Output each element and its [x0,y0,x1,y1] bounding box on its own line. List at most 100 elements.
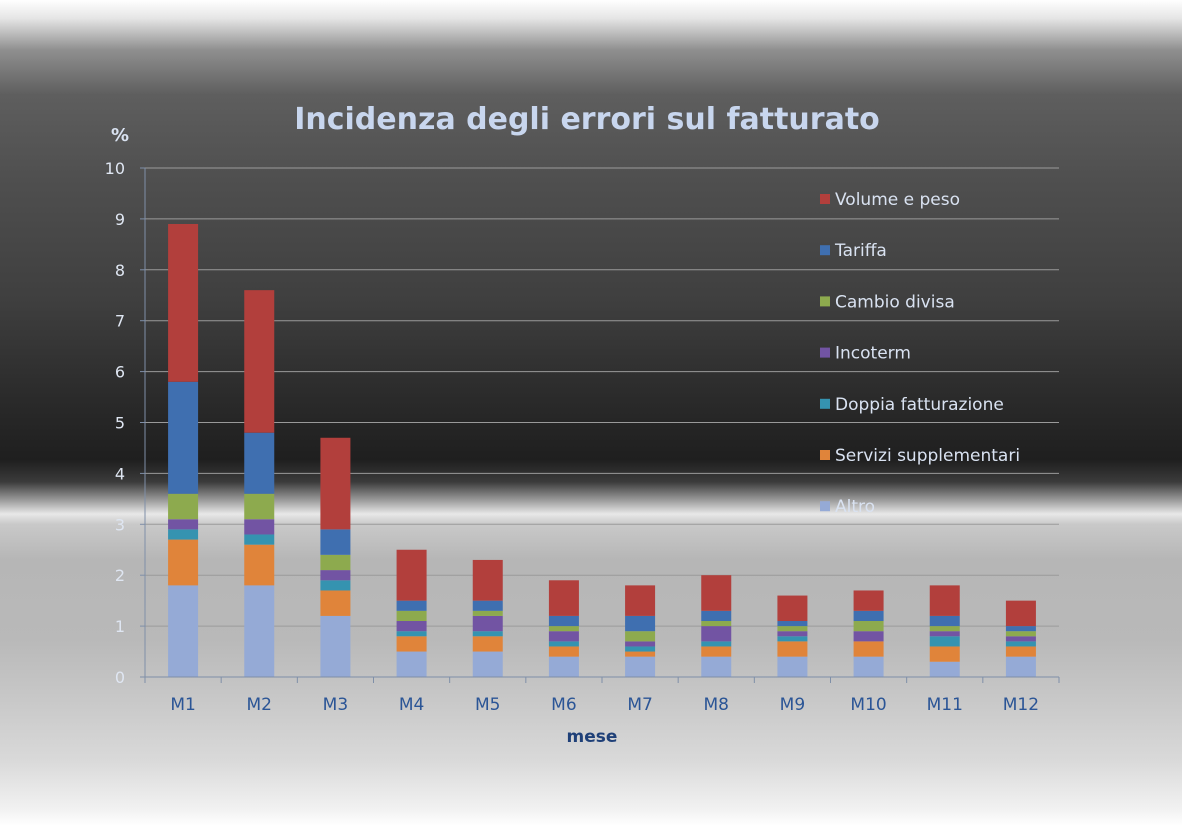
bar-segment-m5-s6 [472,559,503,601]
bar-segment-m8-s1 [701,646,732,657]
bar-segment-m7-s1 [625,651,656,657]
bar-segment-m1-s6 [168,223,199,382]
y-tick-label: 8 [115,261,125,280]
gridlines [145,167,1059,627]
y-tick-label: 3 [115,515,125,534]
bar-segment-m10-s0 [853,656,884,677]
x-tick-label: M10 [850,695,886,715]
legend-swatch [820,296,830,307]
bar-segment-m6-s6 [548,580,579,616]
bar-segment-m8-s2 [701,641,732,647]
bar-segment-m9-s4 [777,626,808,632]
bar-segment-m12-s3 [1005,636,1036,642]
bar-segment-m12-s4 [1005,631,1036,637]
bar-segment-m6-s2 [548,641,579,647]
bar-segment-m7-s3 [625,641,656,647]
y-tick-label: 6 [115,363,125,382]
x-tick-label: M6 [551,695,576,715]
bar-segment-m1-s0 [168,585,199,677]
bar-segment-m1-s5 [168,381,199,494]
bar-segment-m9-s5 [777,621,808,627]
bar-segment-m6-s0 [548,656,579,677]
bar-segment-m9-s3 [777,631,808,637]
bar-segment-m3-s1 [320,590,351,616]
bar-segment-m10-s5 [853,610,884,622]
legend-swatch [820,501,830,512]
legend-label: Servizi supplementari [835,446,1020,466]
bar-segment-m9-s6 [777,595,808,622]
y-axis-label: % [111,125,129,146]
bar-segment-m7-s0 [625,656,656,677]
x-tick-label: M8 [704,695,729,715]
x-tick-label: M7 [627,695,652,715]
y-tick-label: 1 [115,617,125,636]
bar-segment-m12-s2 [1005,641,1036,647]
x-axis-label: mese [567,727,618,747]
bar-segment-m1-s2 [168,529,199,540]
legend: Volume e peso Tariffa Cambio divisa Incoter… [820,190,1020,517]
bar-segment-m12-s5 [1005,626,1036,632]
bar-segment-m5-s2 [472,631,503,637]
bar-segment-m4-s4 [396,610,427,622]
chart-title: Incidenza degli errori sul fatturato [294,102,880,137]
x-tick-label: M11 [927,695,963,715]
bar-segment-m11-s5 [929,615,960,627]
legend-swatch [820,398,830,409]
bar-segment-m5-s3 [472,615,503,632]
y-tick-label: 9 [115,210,125,229]
x-tick-label: M3 [323,695,348,715]
y-tick-label: 5 [115,414,125,433]
bar-segment-m2-s2 [244,534,275,545]
bar-segment-m8-s4 [701,621,732,627]
bar-segment-m7-s4 [625,631,656,642]
legend-label: Volume e peso [835,190,960,210]
bar-segment-m1-s3 [168,519,199,530]
bar-segment-m2-s6 [244,290,275,433]
bar-segment-m6-s4 [548,626,579,632]
bar-segment-m2-s4 [244,493,275,520]
bar-segment-m12-s6 [1005,600,1036,627]
legend-swatch [820,347,830,358]
axes [144,168,1060,683]
y-tick-label: 7 [115,312,125,331]
bar-segment-m8-s3 [701,626,732,642]
legend-label: Tariffa [834,241,887,261]
bar-segment-m6-s5 [548,615,579,627]
bar-segment-m9-s1 [777,641,808,657]
bar-segment-m6-s3 [548,631,579,642]
legend-label: Cambio divisa [835,292,955,312]
y-tick-label: 0 [115,668,125,687]
bar-segment-m7-s2 [625,646,656,652]
bar-segment-m12-s1 [1005,646,1036,657]
bar-segment-m5-s4 [472,610,503,616]
legend-label: Altro [835,497,875,517]
x-tick-label: M4 [399,695,424,715]
bar-segment-m4-s2 [396,631,427,637]
bar-segment-m7-s5 [625,615,656,632]
bar-segment-m3-s5 [320,529,351,555]
bar-segment-m8-s0 [701,656,732,677]
bars [168,223,1036,677]
y-tick-label: 10 [105,159,125,178]
bar-segment-m3-s0 [320,615,351,677]
y-tick-label: 4 [115,464,125,483]
bar-segment-m11-s3 [929,631,960,637]
legend-swatch [820,450,830,460]
legend-label: Incoterm [835,344,911,364]
bar-segment-m2-s1 [244,544,275,586]
bar-segment-m8-s6 [701,575,732,611]
bar-segment-m11-s1 [929,646,960,662]
bar-segment-m4-s5 [396,600,427,611]
legend-swatch [820,245,830,256]
bar-segment-m11-s4 [929,626,960,632]
y-tick-label: 2 [115,566,125,585]
x-tick-label: M2 [247,695,272,715]
bar-segment-m2-s5 [244,432,275,494]
bar-segment-m5-s5 [472,600,503,611]
bar-segment-m12-s0 [1005,656,1036,677]
bar-segment-m2-s0 [244,585,275,677]
bar-segment-m9-s2 [777,636,808,642]
